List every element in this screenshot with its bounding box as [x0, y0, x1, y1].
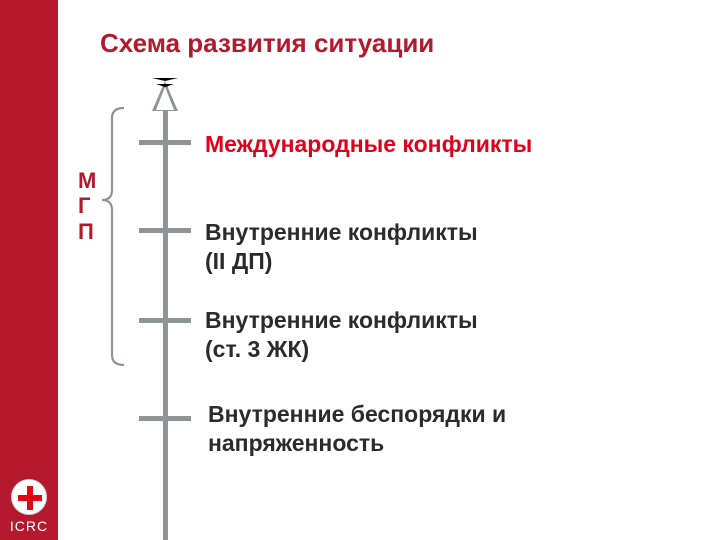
axis-arrowhead-inner — [156, 84, 174, 110]
level-label-internal-art3: Внутренние конфликты (ст. 3 ЖК) — [205, 306, 478, 364]
axis-tick — [139, 318, 191, 323]
level-label-disturbances: Внутренние беспорядки и напряженность — [208, 400, 506, 458]
level-label-internal-ap2: Внутренние конфликты (II ДП) — [205, 218, 478, 276]
axis-line — [163, 84, 168, 540]
left-sidebar — [0, 0, 58, 540]
axis-tick — [139, 416, 191, 421]
mgp-label: М Г П — [78, 168, 96, 244]
mgp-line: П — [78, 219, 96, 244]
mgp-line: М — [78, 168, 96, 193]
icrc-text: ICRC — [0, 518, 58, 534]
axis-tick — [139, 228, 191, 233]
level-label-international: Международные конфликты — [205, 130, 532, 159]
curly-brace — [98, 104, 128, 369]
axis-tick — [139, 140, 191, 145]
mgp-line: Г — [78, 193, 96, 218]
red-cross-icon — [11, 479, 47, 515]
icrc-logo: ICRC — [0, 479, 58, 540]
slide-title: Схема развития ситуации — [100, 28, 434, 59]
